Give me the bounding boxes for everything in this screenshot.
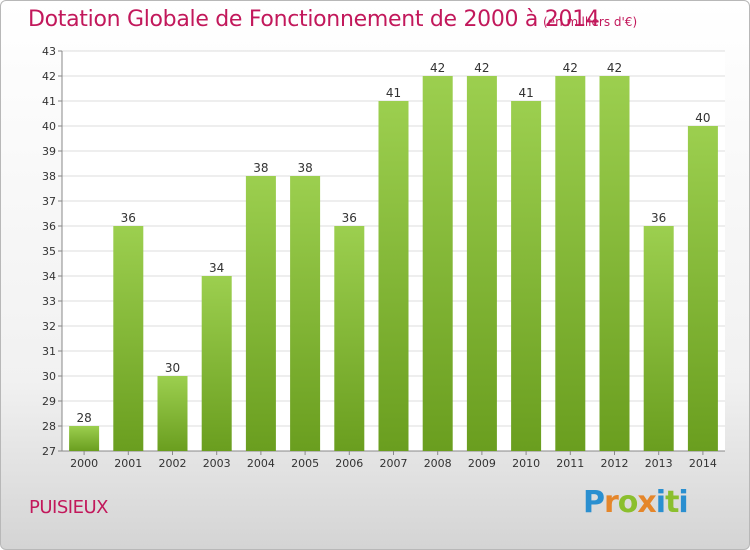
x-tick-label-2004: 2004 (247, 457, 275, 470)
x-tick-label-2011: 2011 (556, 457, 584, 470)
bar-2003 (201, 276, 232, 451)
proxiti-logo: Proxiti (583, 485, 689, 520)
y-tick-label: 28 (42, 420, 56, 433)
logo-letter: i (655, 485, 666, 520)
x-tick-label-2003: 2003 (203, 457, 231, 470)
y-tick-label: 29 (42, 395, 56, 408)
y-tick-label: 43 (42, 45, 56, 58)
value-label-2002: 30 (165, 361, 180, 375)
x-tick-label-2013: 2013 (645, 457, 673, 470)
y-tick-label: 33 (42, 295, 56, 308)
bar-2013 (643, 226, 674, 451)
value-label-2004: 38 (253, 161, 268, 175)
bar-2006 (334, 226, 365, 451)
y-tick-label: 40 (42, 120, 56, 133)
x-tick-label-2001: 2001 (114, 457, 142, 470)
y-tick-label: 41 (42, 95, 56, 108)
y-tick-label: 37 (42, 195, 56, 208)
bar-2007 (378, 101, 409, 451)
y-tick-label: 31 (42, 345, 56, 358)
x-tick-label-2000: 2000 (70, 457, 98, 470)
bar-2004 (245, 176, 276, 451)
y-tick-label: 39 (42, 145, 56, 158)
logo-letter: x (637, 485, 656, 520)
logo-letter: i (678, 485, 688, 520)
bar-2011 (555, 76, 586, 451)
bar-2002 (157, 376, 188, 451)
y-tick-label: 30 (42, 370, 56, 383)
bar-2000 (69, 426, 100, 451)
bar-2012 (599, 76, 630, 451)
value-label-2013: 36 (651, 211, 666, 225)
value-label-2000: 28 (76, 411, 91, 425)
x-tick-label-2002: 2002 (159, 457, 187, 470)
logo-letter: r (604, 485, 619, 520)
value-label-2009: 42 (474, 61, 489, 75)
y-tick-label: 36 (42, 220, 56, 233)
value-label-2011: 42 (563, 61, 578, 75)
x-tick-label-2005: 2005 (291, 457, 319, 470)
logo-letter: P (583, 485, 605, 520)
x-tick-label-2008: 2008 (424, 457, 452, 470)
bar-2008 (422, 76, 453, 451)
logo-letter: t (665, 485, 679, 520)
value-label-2008: 42 (430, 61, 445, 75)
value-label-2001: 36 (121, 211, 136, 225)
bar-2010 (511, 101, 542, 451)
value-label-2006: 36 (342, 211, 357, 225)
value-label-2005: 38 (297, 161, 312, 175)
x-tick-label-2007: 2007 (380, 457, 408, 470)
y-tick-label: 27 (42, 445, 56, 458)
chart-title: Dotation Globale de Fonctionnement de 20… (28, 7, 600, 32)
x-tick-label-2010: 2010 (512, 457, 540, 470)
y-tick-label: 34 (42, 270, 56, 283)
y-tick-label: 32 (42, 320, 56, 333)
value-label-2007: 41 (386, 86, 401, 100)
value-label-2010: 41 (518, 86, 533, 100)
x-tick-label-2012: 2012 (601, 457, 629, 470)
value-label-2012: 42 (607, 61, 622, 75)
bar-2014 (687, 126, 718, 451)
value-label-2003: 34 (209, 261, 224, 275)
x-tick-label-2014: 2014 (689, 457, 717, 470)
x-tick-label-2006: 2006 (335, 457, 363, 470)
bar-2001 (113, 226, 144, 451)
chart-subtitle: (en milliers d'€) (543, 15, 638, 29)
x-tick-label-2009: 2009 (468, 457, 496, 470)
bar-2005 (290, 176, 321, 451)
y-tick-label: 35 (42, 245, 56, 258)
place-name: PUISIEUX (29, 497, 108, 518)
bar-2009 (466, 76, 497, 451)
y-tick-label: 42 (42, 70, 56, 83)
logo-letter: o (617, 485, 639, 520)
y-tick-label: 38 (42, 170, 56, 183)
value-label-2014: 40 (695, 111, 710, 125)
